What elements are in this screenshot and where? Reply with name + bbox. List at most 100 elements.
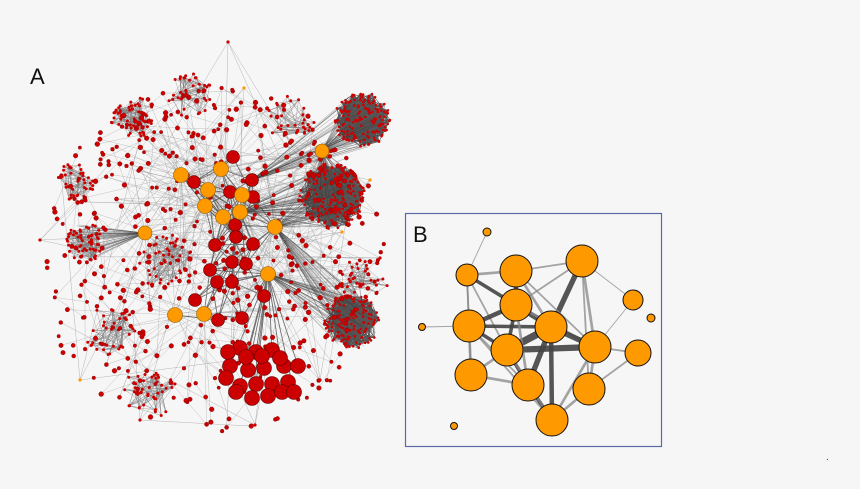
cluster-node [352, 121, 355, 124]
member-node [342, 202, 348, 208]
cluster-node [322, 170, 325, 173]
cluster-node [351, 345, 355, 348]
cluster-node [340, 100, 344, 104]
cluster-node [82, 178, 86, 182]
cluster-node [351, 297, 354, 301]
member-node [92, 271, 97, 277]
cluster-node [329, 211, 332, 215]
cluster-node [150, 375, 154, 379]
cluster-node [352, 328, 356, 331]
member-node [262, 305, 268, 311]
member-node [342, 178, 348, 184]
member-node [73, 245, 79, 251]
member-node [133, 214, 138, 220]
cluster-node [337, 209, 340, 212]
cluster-node [78, 244, 82, 248]
cluster-node [327, 320, 330, 324]
cluster-node [139, 391, 143, 395]
cluster-node [359, 144, 362, 148]
member-node-large [228, 218, 242, 232]
member-node [258, 132, 264, 139]
cluster-node [146, 281, 150, 285]
cluster-node [377, 140, 381, 143]
cluster-node [319, 170, 322, 174]
cluster-node [334, 211, 337, 214]
cluster-node [354, 118, 357, 122]
cluster-node [383, 102, 386, 106]
member-node [174, 154, 179, 159]
member-node [344, 317, 350, 322]
cluster-node [125, 119, 129, 123]
cluster-node [336, 309, 340, 313]
cluster-node [111, 309, 115, 312]
member-node [158, 294, 163, 300]
cluster-node [306, 211, 309, 215]
cluster-node [375, 129, 379, 133]
cluster-node [69, 193, 73, 197]
cluster-node [79, 236, 83, 240]
member-node [299, 238, 305, 244]
cluster-node [348, 219, 351, 222]
cluster-node [124, 318, 128, 322]
member-node [244, 293, 251, 299]
cluster-node [380, 109, 383, 112]
cluster-node [84, 248, 88, 252]
cluster-node [152, 267, 156, 271]
member-node [110, 172, 114, 177]
cluster-node [364, 264, 368, 267]
cluster-node [279, 127, 283, 131]
cluster-node [312, 197, 316, 201]
member-node [247, 302, 252, 308]
cluster-node [129, 100, 133, 104]
cluster-node [352, 190, 355, 193]
member-node [97, 136, 103, 142]
hub-node [196, 306, 212, 322]
member-node-large [238, 349, 254, 365]
cluster-node [321, 213, 324, 217]
member-node [78, 378, 82, 382]
cluster-node [331, 308, 335, 312]
member-node [38, 238, 42, 242]
cluster-node [208, 98, 212, 101]
cluster-node [356, 180, 360, 184]
member-node [93, 215, 99, 221]
member-node [60, 350, 66, 356]
cluster-node [330, 322, 334, 325]
member-node [329, 180, 335, 185]
cluster-node [338, 318, 342, 322]
member-node [85, 299, 89, 304]
member-node [195, 219, 199, 224]
member-node [331, 221, 337, 227]
panel-a-label: A [30, 64, 45, 89]
member-node [203, 394, 209, 400]
panel-b-nodes [418, 227, 656, 437]
member-node [344, 155, 349, 161]
member-node [221, 288, 227, 294]
member-node [144, 135, 150, 141]
cluster-node [316, 207, 320, 210]
member-node-large [272, 350, 288, 366]
member-node [336, 254, 342, 260]
cluster-node [334, 205, 338, 208]
cluster-node [350, 180, 354, 184]
cluster-node [347, 139, 351, 142]
cluster-node [160, 390, 164, 394]
cluster-node [346, 133, 349, 136]
member-node [99, 341, 105, 347]
member-node [166, 186, 171, 191]
member-node [363, 294, 368, 300]
cluster-node [341, 338, 345, 342]
member-node [183, 202, 188, 207]
member-node [138, 418, 142, 422]
member-node [374, 211, 380, 217]
member-node [345, 209, 352, 216]
cluster-node [344, 99, 347, 102]
cluster-node [357, 112, 360, 116]
cluster-node [354, 136, 358, 139]
cluster-node [335, 175, 338, 179]
cluster-node [359, 92, 363, 96]
cluster-node [112, 116, 116, 120]
cluster-node [360, 186, 364, 189]
cluster-node [182, 107, 186, 111]
cluster-node [362, 311, 365, 314]
